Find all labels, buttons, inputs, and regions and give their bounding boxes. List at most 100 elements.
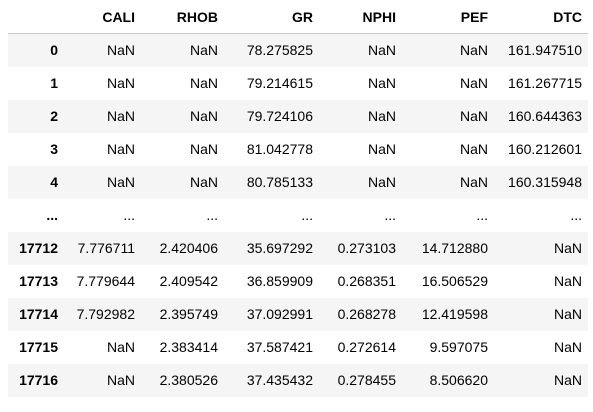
cell-dtc: NaN xyxy=(553,306,582,322)
cell-dtc: ... xyxy=(570,207,582,223)
cell-cali: NaN xyxy=(106,75,135,91)
cell-gr: 81.042778 xyxy=(246,141,313,157)
cell-rhob: 2.395749 xyxy=(159,306,218,322)
cell-nphi: NaN xyxy=(367,75,396,91)
cell-rhob: NaN xyxy=(189,75,218,91)
column-header-index xyxy=(8,0,64,34)
column-header-pef: PEF xyxy=(402,0,494,34)
cell-pef: NaN xyxy=(459,75,488,91)
cell-nphi: 0.273103 xyxy=(337,240,396,256)
cell-dtc: 160.212601 xyxy=(508,141,582,157)
cell-pef: NaN xyxy=(459,108,488,124)
cell-rhob: 2.380526 xyxy=(159,372,218,388)
row-index: 17715 xyxy=(19,339,58,355)
cell-rhob: NaN xyxy=(189,42,218,59)
column-header-rhob: RHOB xyxy=(141,0,224,34)
table-row: 17712 7.776711 2.420406 35.697292 0.2731… xyxy=(8,231,588,265)
cell-pef: 8.506620 xyxy=(429,372,488,388)
cell-gr: 80.785133 xyxy=(246,174,313,190)
row-index: 17713 xyxy=(19,273,58,289)
row-index: 4 xyxy=(50,174,58,190)
cell-dtc: 160.315948 xyxy=(508,174,582,190)
cell-cali: NaN xyxy=(106,174,135,190)
row-index: 17716 xyxy=(19,372,58,388)
header-row: CALI RHOB GR NPHI PEF DTC xyxy=(8,0,588,34)
cell-dtc: NaN xyxy=(553,372,582,388)
cell-dtc: NaN xyxy=(553,273,582,289)
cell-nphi: ... xyxy=(384,207,396,223)
cell-nphi: 0.278455 xyxy=(337,372,396,388)
cell-nphi: NaN xyxy=(367,108,396,124)
cell-gr: 37.587421 xyxy=(246,339,313,355)
cell-nphi: 0.268278 xyxy=(337,306,396,322)
row-index: ... xyxy=(46,207,58,223)
cell-cali: NaN xyxy=(106,141,135,157)
cell-nphi: 0.272614 xyxy=(337,339,396,355)
row-index: 17714 xyxy=(19,306,58,322)
cell-pef: NaN xyxy=(459,174,488,190)
row-index: 0 xyxy=(50,42,58,59)
cell-cali: NaN xyxy=(106,372,135,388)
cell-rhob: 2.420406 xyxy=(159,240,218,256)
cell-cali: NaN xyxy=(106,339,135,355)
row-index: 3 xyxy=(50,141,58,157)
cell-gr: 37.092991 xyxy=(246,306,313,322)
table-row: 4 NaN NaN 80.785133 NaN NaN 160.315948 xyxy=(8,165,588,199)
cell-pef: 16.506529 xyxy=(421,273,488,289)
table-row: 17713 7.779644 2.409542 36.859909 0.2683… xyxy=(8,265,588,298)
cell-pef: 12.419598 xyxy=(421,306,488,322)
cell-cali: NaN xyxy=(106,42,135,59)
table-header: CALI RHOB GR NPHI PEF DTC xyxy=(8,0,588,34)
cell-pef: 14.712880 xyxy=(421,240,488,256)
table-row: 0 NaN NaN 78.275825 NaN NaN 161.947510 xyxy=(8,33,588,67)
cell-pef: NaN xyxy=(459,141,488,157)
cell-dtc: 160.644363 xyxy=(508,108,582,124)
cell-rhob: 2.409542 xyxy=(159,273,218,289)
table-row: 2 NaN NaN 79.724106 NaN NaN 160.644363 xyxy=(8,99,588,133)
dataframe-table: CALI RHOB GR NPHI PEF DTC 0 NaN NaN 78.2… xyxy=(8,0,588,397)
cell-pef: ... xyxy=(476,207,488,223)
row-index: 1 xyxy=(50,75,58,91)
cell-gr: 36.859909 xyxy=(246,273,313,289)
table-row: 1 NaN NaN 79.214615 NaN NaN 161.267715 xyxy=(8,67,588,100)
cell-dtc: 161.947510 xyxy=(508,42,582,59)
cell-gr: 35.697292 xyxy=(246,240,313,256)
cell-pef: NaN xyxy=(459,42,488,59)
cell-nphi: NaN xyxy=(367,42,396,59)
cell-dtc: 161.267715 xyxy=(508,75,582,91)
cell-dtc: NaN xyxy=(553,339,582,355)
cell-dtc: NaN xyxy=(553,240,582,256)
column-header-gr: GR xyxy=(224,0,319,34)
cell-gr: 79.724106 xyxy=(246,108,313,124)
row-index: 2 xyxy=(50,108,58,124)
cell-rhob: NaN xyxy=(189,141,218,157)
cell-gr: 78.275825 xyxy=(246,42,313,59)
cell-cali: ... xyxy=(123,207,135,223)
cell-cali: NaN xyxy=(106,108,135,124)
column-header-cali: CALI xyxy=(64,0,141,34)
cell-cali: 7.792982 xyxy=(76,306,135,322)
cell-rhob: 2.383414 xyxy=(159,339,218,355)
cell-nphi: NaN xyxy=(367,174,396,190)
table-row-ellipsis: ... ... ... ... ... ... ... xyxy=(8,199,588,232)
table-row: 17716 NaN 2.380526 37.435432 0.278455 8.… xyxy=(8,363,588,397)
cell-nphi: 0.268351 xyxy=(337,273,396,289)
table-row: 3 NaN NaN 81.042778 NaN NaN 160.212601 xyxy=(8,133,588,166)
column-header-nphi: NPHI xyxy=(319,0,402,34)
cell-cali: 7.776711 xyxy=(77,240,135,256)
column-header-dtc: DTC xyxy=(494,0,588,34)
row-index: 17712 xyxy=(19,240,58,256)
cell-pef: 9.597075 xyxy=(429,339,488,355)
cell-gr: 37.435432 xyxy=(246,372,313,388)
cell-rhob: NaN xyxy=(189,174,218,190)
cell-gr: ... xyxy=(301,207,313,223)
cell-cali: 7.779644 xyxy=(76,273,135,289)
table-row: 17715 NaN 2.383414 37.587421 0.272614 9.… xyxy=(8,331,588,364)
cell-nphi: NaN xyxy=(367,141,396,157)
cell-gr: 79.214615 xyxy=(246,75,313,91)
table-row: 17714 7.792982 2.395749 37.092991 0.2682… xyxy=(8,297,588,331)
cell-rhob: NaN xyxy=(189,108,218,124)
table-body: 0 NaN NaN 78.275825 NaN NaN 161.947510 1… xyxy=(8,33,588,397)
cell-rhob: ... xyxy=(206,207,218,223)
